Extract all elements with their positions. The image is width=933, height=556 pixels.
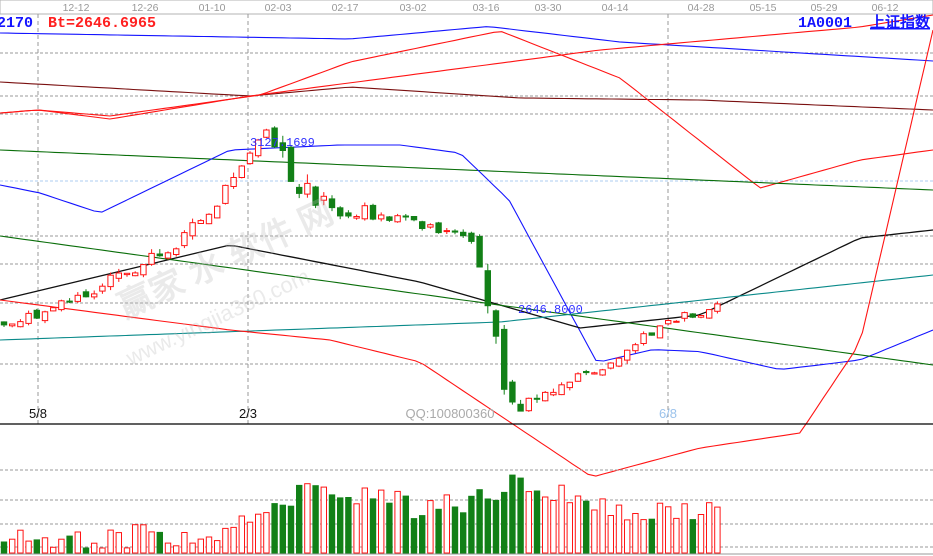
svg-text:12-12: 12-12 — [63, 2, 90, 14]
svg-text:6/8: 6/8 — [659, 406, 677, 421]
svg-text:02-17: 02-17 — [332, 2, 359, 14]
svg-text:05-15: 05-15 — [750, 2, 777, 14]
svg-text:03-02: 03-02 — [400, 2, 427, 14]
svg-text:2170: 2170 — [0, 15, 33, 32]
svg-text:06-12: 06-12 — [872, 2, 899, 14]
svg-text:12-26: 12-26 — [132, 2, 159, 14]
svg-text:03-30: 03-30 — [535, 2, 562, 14]
svg-text:3127.1699: 3127.1699 — [250, 136, 315, 150]
svg-text:02-03: 02-03 — [265, 2, 292, 14]
svg-text:5/8: 5/8 — [29, 406, 47, 421]
svg-text:04-28: 04-28 — [688, 2, 715, 14]
svg-text:03-16: 03-16 — [473, 2, 500, 14]
svg-text:05-29: 05-29 — [811, 2, 838, 14]
svg-text:2/3: 2/3 — [239, 406, 257, 421]
svg-text:1A0001: 1A0001 — [798, 15, 852, 32]
svg-text:Bt=2646.6965: Bt=2646.6965 — [48, 15, 156, 32]
svg-text:上证指数: 上证指数 — [870, 13, 931, 32]
svg-text:QQ:100800360: QQ:100800360 — [406, 406, 495, 421]
svg-text:04-14: 04-14 — [602, 2, 629, 14]
svg-text:01-10: 01-10 — [199, 2, 226, 14]
svg-text:2646.8000: 2646.8000 — [518, 303, 583, 317]
